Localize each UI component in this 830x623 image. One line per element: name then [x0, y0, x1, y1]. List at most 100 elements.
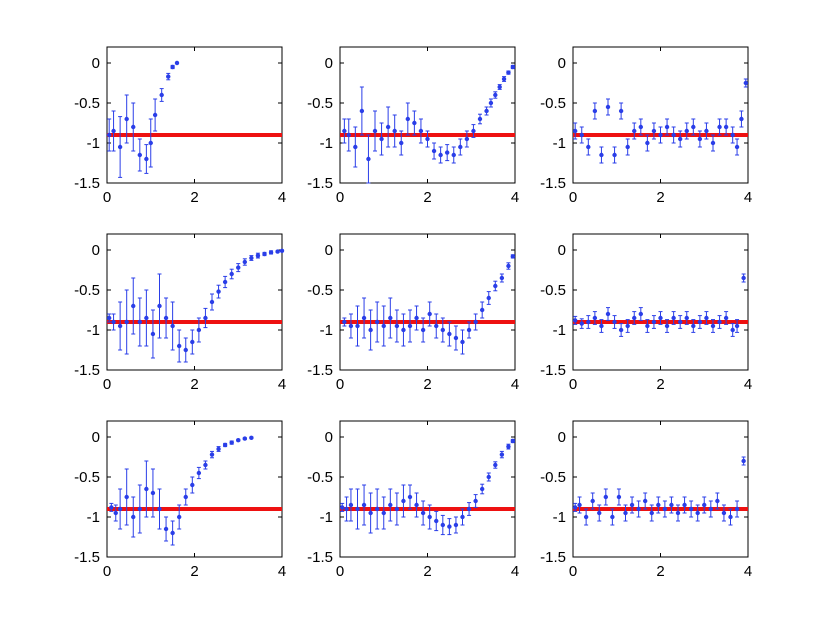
data-point — [166, 74, 171, 79]
data-point — [743, 80, 749, 86]
data-point — [255, 253, 261, 258]
axes-box — [572, 233, 749, 371]
data-point — [572, 128, 578, 134]
data-point — [117, 506, 123, 512]
data-point — [471, 128, 476, 134]
y-tick-label: -1.5 — [540, 549, 566, 566]
data-point — [572, 505, 578, 510]
data-point — [346, 132, 351, 138]
data-point — [638, 124, 644, 130]
data-point — [124, 319, 129, 325]
y-tick-label: -1 — [87, 322, 100, 339]
data-point — [688, 506, 694, 512]
data-point — [477, 116, 483, 122]
data-point — [144, 486, 149, 492]
data-point — [684, 128, 689, 134]
y-tick-label: -0.5 — [74, 282, 100, 299]
data-point — [109, 505, 114, 510]
panel-1-2: 0-0.5-1-1.50 2 4 — [307, 46, 519, 206]
data-point — [355, 323, 360, 329]
data-point — [510, 438, 516, 444]
y-tick-label: -1.5 — [307, 362, 333, 379]
y-tick-label: -1 — [320, 322, 333, 339]
data-point — [144, 156, 149, 162]
data-point — [420, 327, 426, 333]
data-point — [493, 283, 498, 289]
data-point — [697, 319, 703, 325]
data-point — [583, 514, 589, 520]
data-point — [176, 343, 182, 349]
data-point — [388, 315, 393, 321]
x-tick-label: 2 — [190, 189, 198, 206]
y-tick-label: -1.5 — [307, 549, 333, 566]
data-point — [344, 506, 349, 512]
data-point — [407, 494, 413, 500]
data-point — [710, 323, 716, 329]
data-point — [645, 323, 650, 329]
data-point — [176, 514, 182, 520]
data-point — [222, 442, 228, 448]
panel-3-1: 0-0.5-1-1.50 2 4 — [74, 420, 286, 580]
data-point — [163, 315, 169, 321]
data-point — [629, 502, 635, 508]
data-point — [229, 440, 234, 445]
data-point — [717, 124, 722, 130]
data-point — [431, 148, 437, 154]
data-point — [427, 311, 432, 317]
data-point — [651, 128, 657, 134]
data-point — [440, 522, 446, 528]
data-point — [131, 303, 136, 309]
y-tick-label: 0 — [92, 242, 100, 259]
data-point — [124, 116, 129, 122]
x-tick-label: 2 — [423, 376, 431, 393]
data-point — [170, 323, 175, 329]
data-point — [510, 64, 516, 70]
data-point — [464, 136, 470, 142]
data-point — [242, 259, 248, 265]
data-point — [216, 289, 221, 294]
data-point — [279, 248, 285, 253]
data-point — [577, 502, 582, 508]
data-point — [368, 510, 373, 516]
data-point — [658, 132, 663, 138]
data-point — [117, 323, 123, 329]
data-point — [111, 319, 116, 325]
y-tick-label: -0.5 — [540, 95, 566, 112]
x-tick-label: 0 — [569, 189, 577, 206]
data-point — [572, 318, 578, 323]
data-point — [597, 510, 602, 516]
data-point — [374, 506, 380, 512]
x-tick-label: 4 — [278, 189, 286, 206]
data-point — [618, 327, 624, 333]
data-point — [388, 502, 393, 508]
x-tick-label: 0 — [103, 563, 111, 580]
data-point — [651, 319, 657, 325]
data-point — [381, 510, 386, 516]
x-tick-label: 2 — [423, 563, 431, 580]
data-point — [401, 498, 406, 504]
data-point — [704, 128, 709, 134]
data-point — [359, 108, 365, 114]
x-tick-label: 2 — [190, 376, 198, 393]
x-tick-label: 2 — [656, 189, 664, 206]
y-tick-label: -1.5 — [74, 549, 100, 566]
data-point — [355, 506, 360, 512]
x-tick-label: 2 — [423, 189, 431, 206]
data-point — [484, 108, 489, 114]
data-point — [730, 132, 735, 138]
data-point — [697, 136, 703, 142]
data-point — [137, 506, 143, 512]
x-tick-label: 4 — [744, 189, 752, 206]
data-point — [399, 140, 404, 146]
data-point — [723, 124, 729, 130]
y-tick-label: 0 — [92, 429, 100, 446]
axes-box — [106, 46, 283, 184]
data-point — [677, 136, 683, 142]
data-point — [157, 303, 162, 309]
data-point — [642, 498, 648, 504]
data-point — [499, 452, 505, 457]
data-point — [586, 144, 591, 150]
x-tick-label: 4 — [511, 563, 519, 580]
data-point — [486, 474, 491, 480]
data-point — [579, 132, 584, 138]
